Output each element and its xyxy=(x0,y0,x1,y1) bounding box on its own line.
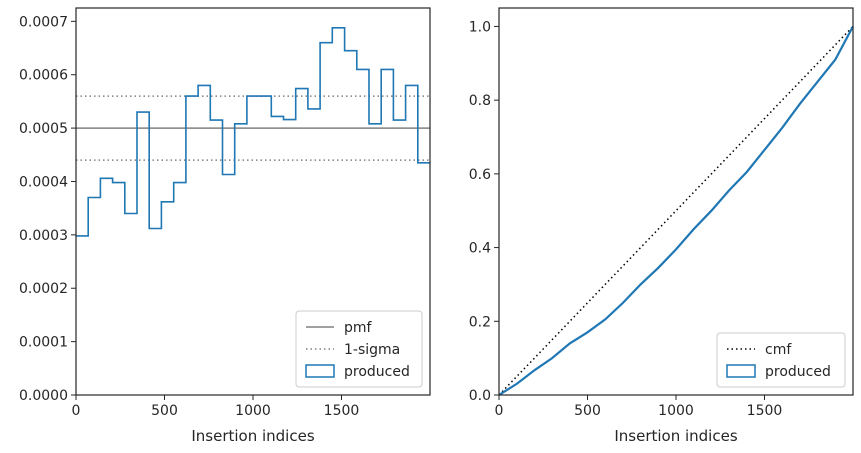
y-tick-label: 0.6 xyxy=(469,167,491,183)
axes-frame xyxy=(498,7,854,396)
legend-swatch xyxy=(305,364,335,378)
legend-label: pmf xyxy=(344,320,373,336)
y-tick-label: 0.8 xyxy=(469,93,491,109)
y-tick-label: 0.0001 xyxy=(19,335,68,351)
legend-swatch xyxy=(726,364,756,378)
chart-panel-1: 0.0000 0.0001 0.0002 0.0003 0.0004 0.0005 0.00… xyxy=(19,7,431,445)
y-tick-label: 0.2 xyxy=(469,314,491,330)
y-tick-label: 0.0007 xyxy=(19,14,68,30)
legend-label: cmf xyxy=(765,342,792,358)
x-axis-label: Insertion indices xyxy=(614,427,737,445)
y-tick-label: 1.0 xyxy=(469,19,491,35)
legend-label: produced xyxy=(344,364,410,380)
legend-label: 1-sigma xyxy=(344,342,400,358)
produced-cumulative-line xyxy=(498,25,854,396)
y-tick-label: 0.0006 xyxy=(19,68,68,84)
x-tick-label: 500 xyxy=(574,403,601,419)
legend: cmf produced xyxy=(716,332,846,388)
legend-box xyxy=(295,310,423,388)
x-tick-label: 1000 xyxy=(658,403,694,419)
x-tick-label: 1000 xyxy=(235,403,271,419)
legend-label: produced xyxy=(765,364,831,380)
y-tick-label: 0.4 xyxy=(469,241,491,257)
axes-frame xyxy=(75,7,431,396)
plot-area xyxy=(498,25,854,396)
chart-panel-2: 0.0 0.2 0.4 0.6 0.8 1.0 0 500 1000 1500 Insertion … xyxy=(469,7,854,445)
x-tick-label: 0 xyxy=(72,403,81,419)
y-tick-label: 0.0004 xyxy=(19,174,68,190)
x-tick-label: 500 xyxy=(151,403,178,419)
x-tick-label: 1500 xyxy=(324,403,360,419)
y-tick-label: 0.0002 xyxy=(19,281,68,297)
x-tick-label: 1500 xyxy=(747,403,783,419)
legend: pmf 1-sigma produced xyxy=(295,310,423,388)
y-tick-label: 0.0005 xyxy=(19,121,68,137)
produced-step-line xyxy=(76,27,430,237)
x-axis-label: Insertion indices xyxy=(191,427,314,445)
plot-area xyxy=(76,27,430,237)
legend-box xyxy=(716,332,846,388)
y-tick-label: 0.0 xyxy=(469,388,491,404)
x-tick-label: 0 xyxy=(495,403,504,419)
y-tick-label: 0.0003 xyxy=(19,228,68,244)
y-tick-label: 0.0000 xyxy=(19,388,68,404)
